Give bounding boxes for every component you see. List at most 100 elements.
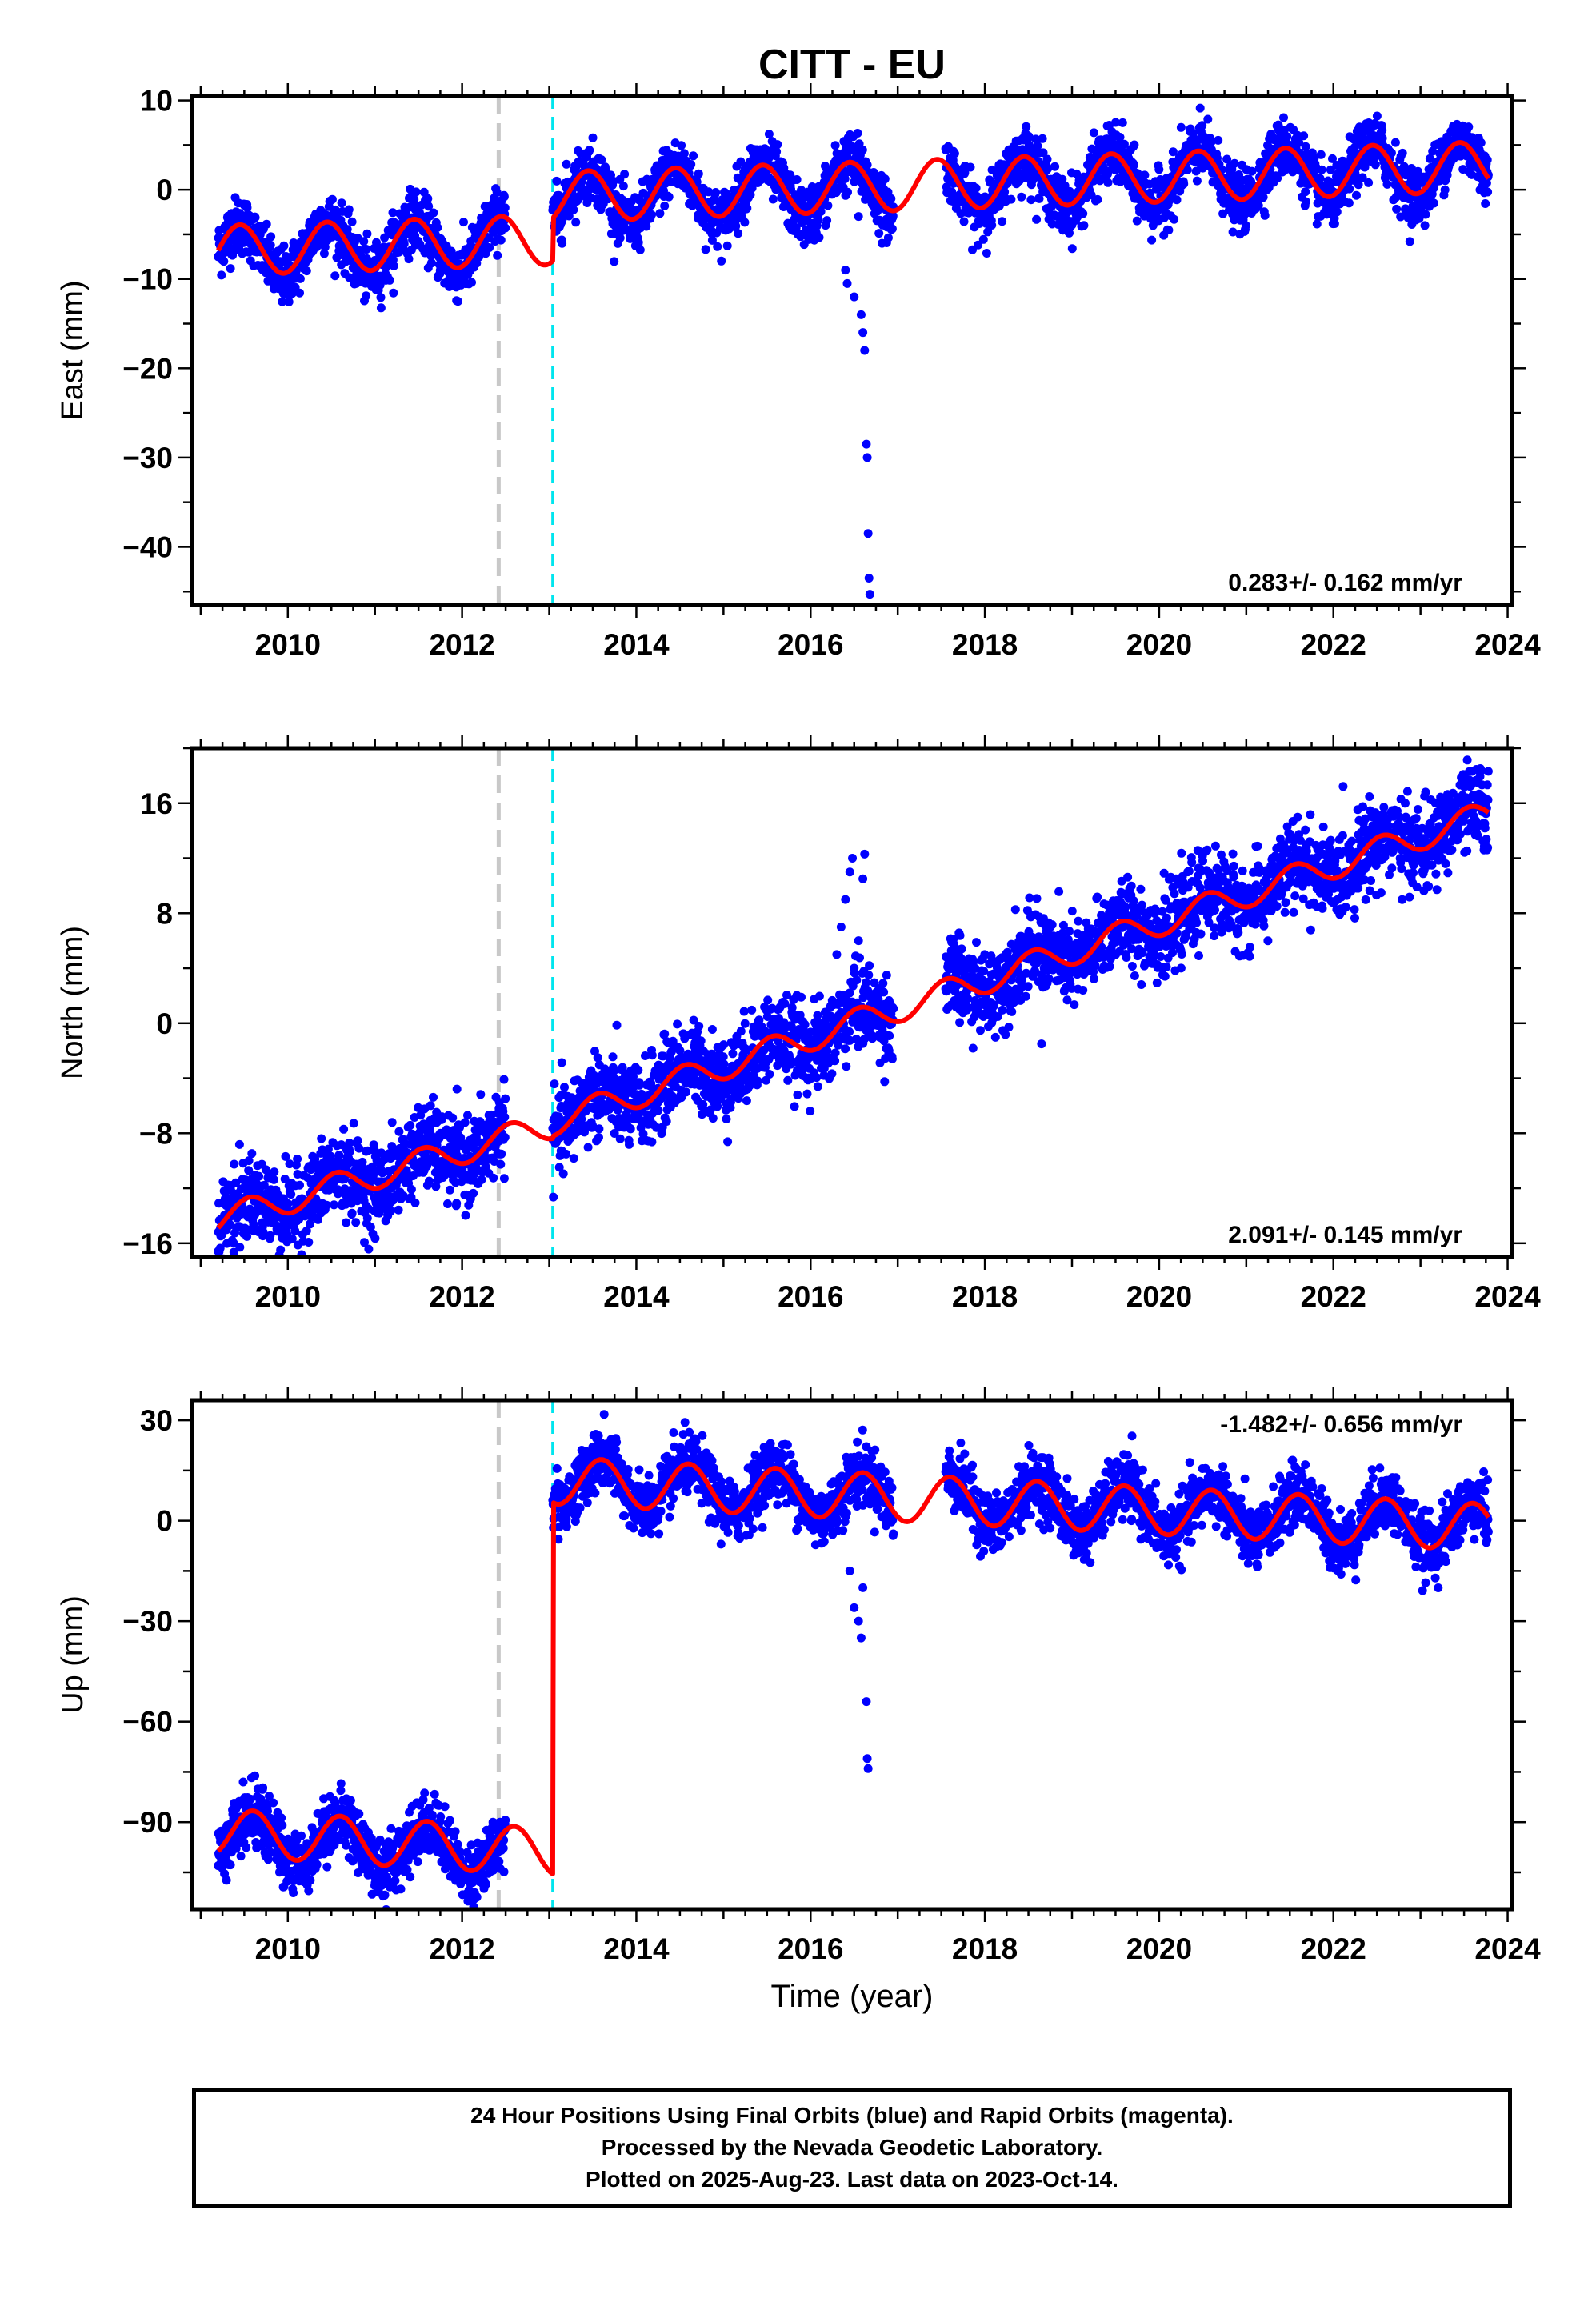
x-tick-label: 2020 [1126,628,1192,661]
data-point [557,1058,566,1067]
data-point [883,187,893,197]
data-point [1483,187,1493,197]
data-point [1421,210,1430,219]
x-tick-label: 2018 [952,628,1018,661]
data-point [1464,122,1474,132]
data-point [722,241,732,250]
data-point [461,1211,470,1220]
outlier-point [864,574,874,583]
data-point [362,245,371,254]
data-point [349,1119,358,1128]
data-point [1429,198,1438,208]
data-point [1115,133,1125,142]
data-point [1345,184,1354,194]
data-point [1332,207,1342,217]
data-point [426,1101,435,1111]
data-point [1312,219,1322,229]
data-point [1344,198,1354,208]
data-point [552,176,562,186]
data-point [426,258,436,268]
outlier-point [863,529,873,538]
data-point [1006,194,1016,204]
data-point [501,1094,510,1103]
data-point [1241,221,1250,230]
data-point [773,140,782,150]
data-point [564,211,574,221]
data-point [500,1112,510,1122]
data-point [448,1113,458,1123]
data-point [1118,118,1127,127]
data-point [469,1188,478,1198]
data-point [499,1075,509,1084]
data-point [734,229,743,238]
data-point [679,149,689,158]
data-point [1022,122,1031,131]
data-point [429,1092,438,1102]
data-point [736,157,746,166]
data-point [492,188,502,197]
outlier-point [862,439,871,449]
data-point [459,218,468,227]
data-point [1195,103,1205,113]
data-point [549,1192,558,1202]
data-point [364,1244,374,1254]
data-point [347,1208,357,1218]
data-point [235,1243,245,1252]
data-point [1230,158,1239,168]
data-point [247,1149,257,1159]
data-point [1260,210,1270,220]
data-point [1182,165,1192,174]
data-point [385,275,394,285]
data-point [713,242,722,251]
data-point [1038,148,1048,158]
data-point [312,242,322,252]
data-point [387,1118,397,1127]
y-tick-label: 10 [140,85,173,118]
data-point [389,261,398,270]
data-point [345,1147,354,1156]
data-point [647,1137,657,1147]
data-point [362,229,372,238]
data-point [779,163,789,173]
outlier-point [862,453,872,462]
data-point [588,133,598,142]
data-point [887,224,897,234]
data-point [424,202,434,211]
data-point [217,270,226,280]
data-point [883,233,893,242]
y-axis-title: East (mm) [56,280,90,420]
data-point [594,1124,604,1134]
data-point [496,1159,506,1169]
data-point [974,240,983,250]
data-point [476,1090,486,1099]
data-point [429,208,438,218]
data-point [295,288,304,298]
data-point [1176,122,1186,132]
data-point [1352,190,1361,200]
data-point [452,1084,462,1094]
data-point [1038,134,1047,143]
data-point [1140,170,1150,180]
outlier-point [842,278,852,288]
data-point [1372,111,1382,121]
data-point [423,194,433,203]
data-point [610,257,619,266]
data-point [1111,118,1121,127]
data-point [358,1157,367,1167]
data-point [304,1238,314,1247]
data-point [822,216,832,226]
data-point [399,239,409,249]
data-point [344,205,354,214]
data-point [286,1190,296,1199]
data-point [982,249,991,258]
panel-east: 2010 2012 2014 2016 2018 2020 2022 2024100−10−2… [56,83,1541,661]
data-point [682,1087,690,1097]
data-point [701,245,710,254]
data-point [792,175,802,184]
data-point [1179,179,1189,189]
data-point [1206,138,1216,146]
data-point [689,151,698,161]
data-point [359,237,369,246]
data-point [419,187,429,197]
data-point [262,219,271,229]
